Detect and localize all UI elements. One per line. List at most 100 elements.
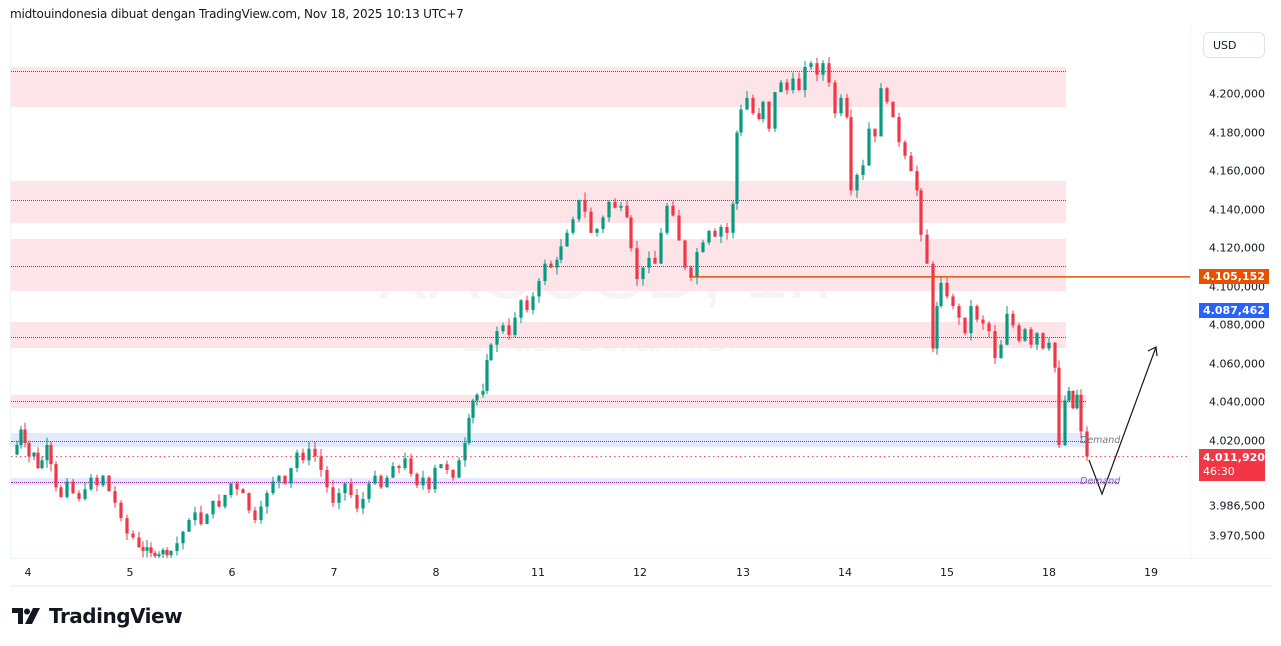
bullish-candle: [89, 474, 93, 492]
bearish-candle: [683, 239, 687, 271]
bullish-candle: [513, 312, 517, 338]
bullish-candle: [181, 530, 185, 550]
price-tick-label: 4.160,000: [1209, 164, 1265, 178]
bearish-candle: [241, 487, 245, 494]
bullish-candle: [821, 60, 825, 81]
bearish-candle: [409, 453, 413, 477]
tradingview-logo[interactable]: TradingView: [12, 604, 183, 628]
bearish-candle: [131, 530, 135, 540]
bullish-candle: [19, 426, 23, 449]
bearish-candle: [963, 317, 967, 336]
bearish-candle: [301, 448, 305, 464]
bullish-candle: [169, 550, 173, 558]
bearish-candle: [891, 101, 895, 118]
bullish-candle: [571, 216, 575, 235]
bullish-candle: [271, 476, 275, 496]
bearish-candle: [981, 315, 985, 330]
candlestick-series: [11, 57, 1201, 558]
bullish-candle: [83, 482, 87, 501]
supply-zone[interactable]: [11, 180, 1066, 224]
price-tick-label: 4.180,000: [1209, 126, 1265, 140]
bearish-candle: [1079, 389, 1083, 439]
bearish-candle: [1085, 426, 1089, 461]
bullish-candle: [295, 449, 299, 473]
bearish-candle: [909, 151, 913, 172]
bearish-candle: [993, 324, 997, 364]
bearish-candle: [36, 447, 40, 470]
bullish-candle: [337, 488, 341, 510]
bearish-candle: [107, 475, 111, 492]
bullish-candle: [559, 239, 563, 264]
bullish-candle: [439, 463, 443, 469]
bullish-candle: [475, 392, 479, 406]
bearish-candle: [751, 94, 755, 116]
bearish-candle: [885, 86, 889, 104]
bullish-candle: [791, 72, 795, 94]
bearish-candle: [349, 478, 353, 499]
supply-zone-midline: [11, 200, 1066, 202]
bearish-candle: [987, 321, 991, 338]
supply-zone[interactable]: [11, 67, 1066, 108]
bullish-candle: [969, 299, 973, 341]
bullish-candle: [719, 224, 723, 243]
bullish-candle: [367, 480, 371, 503]
bearish-candle: [1011, 310, 1015, 329]
bullish-candle: [343, 482, 347, 501]
bearish-candle: [957, 303, 961, 325]
bearish-candle: [915, 165, 919, 196]
bullish-candle: [289, 467, 293, 489]
bearish-candle: [689, 265, 693, 281]
time-tick-label: 14: [838, 566, 852, 579]
bullish-candle: [40, 456, 44, 470]
bullish-candle: [277, 475, 281, 489]
bearish-candle: [613, 198, 617, 209]
projection-path[interactable]: [1088, 346, 1157, 496]
bullish-candle: [701, 239, 705, 253]
bullish-candle: [361, 492, 365, 515]
current-price-value: 4.011,920: [1203, 450, 1265, 464]
bearish-candle: [1057, 360, 1061, 449]
time-tick-label: 7: [330, 566, 338, 579]
bullish-candle: [577, 199, 581, 223]
bullish-candle: [259, 500, 263, 524]
chart-pane[interactable]: XAUUSD, 1h Emas / Dollar A.S. DemandDema…: [10, 26, 1201, 558]
demand-zone[interactable]: [11, 433, 1089, 447]
bullish-candle: [265, 490, 269, 514]
currency-button[interactable]: USD: [1203, 32, 1265, 58]
supply-zone[interactable]: [11, 321, 1066, 349]
time-axis[interactable]: 4 5 6 7 8 11 12 13 14 15 18 19: [10, 558, 1272, 587]
bullish-candle: [1035, 332, 1039, 350]
bullish-candle: [421, 470, 425, 490]
bearish-candle: [27, 440, 31, 463]
bullish-candle: [391, 462, 395, 478]
bearish-candle: [845, 93, 849, 119]
bullish-candle: [229, 482, 233, 498]
bullish-candle: [457, 457, 461, 478]
bullish-candle: [879, 83, 883, 137]
bearish-candle: [677, 210, 681, 241]
bearish-candle: [815, 57, 819, 82]
bullish-candle: [935, 301, 939, 355]
bearish-candle: [165, 547, 169, 558]
bullish-candle: [939, 276, 943, 308]
bullish-candle: [211, 500, 215, 519]
bearish-candle: [833, 79, 837, 119]
arrowhead-icon: [1147, 346, 1158, 357]
bullish-candle: [555, 256, 559, 275]
supply-zone-midline: [11, 336, 1066, 338]
bullish-candle: [175, 536, 179, 556]
price-tick-label: 3.970,500: [1209, 529, 1265, 543]
bullish-candle: [307, 441, 311, 466]
bearish-candle: [903, 140, 907, 160]
bearish-candle: [1029, 327, 1033, 349]
bullish-candle: [1067, 386, 1071, 403]
bullish-candle: [489, 343, 493, 362]
time-tick-label: 13: [736, 566, 750, 579]
bearish-candle: [951, 293, 955, 310]
bearish-candle: [49, 441, 53, 472]
bullish-candle: [641, 267, 645, 286]
bearish-candle: [199, 505, 203, 526]
bullish-candle: [161, 547, 165, 558]
bearish-candle: [283, 475, 287, 485]
supply-zone-midline: [11, 265, 1066, 267]
